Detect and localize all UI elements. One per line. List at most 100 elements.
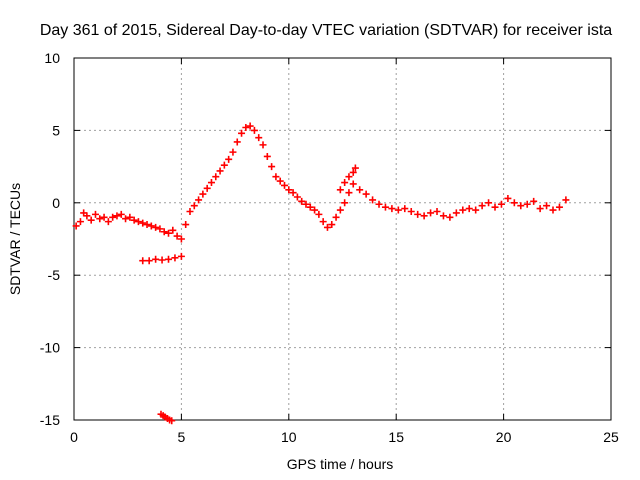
data-point — [246, 122, 254, 130]
series-sdtvar-4-2 — [157, 410, 176, 425]
data-point — [268, 163, 276, 171]
data-point — [452, 209, 460, 217]
y-tick-label: -15 — [40, 412, 60, 428]
data-point — [122, 215, 130, 223]
data-point — [485, 199, 493, 207]
data-point — [478, 202, 486, 210]
x-axis-label: GPS time / hours — [287, 456, 394, 472]
data-point — [233, 138, 241, 146]
data-point — [536, 205, 544, 213]
data-point — [306, 203, 314, 211]
data-point — [156, 225, 164, 233]
data-point — [341, 199, 349, 207]
data-point — [281, 181, 289, 189]
data-point — [104, 218, 112, 226]
data-point — [504, 194, 512, 202]
data-point — [420, 212, 428, 220]
data-point — [259, 141, 267, 149]
y-axis-label: SDTVAR / TECUs — [7, 183, 23, 295]
data-point — [543, 202, 551, 210]
data-point — [263, 152, 271, 160]
data-point — [446, 213, 454, 221]
data-point — [100, 213, 108, 221]
data-point — [332, 213, 340, 221]
data-point — [272, 173, 280, 181]
data-point — [472, 206, 480, 214]
plot-area-frame — [73, 57, 612, 421]
data-point — [109, 213, 117, 221]
data-point — [212, 173, 220, 181]
data-point — [171, 254, 179, 262]
series-sdtvar-12-7 — [336, 164, 359, 194]
data-point — [182, 221, 190, 229]
data-point — [375, 200, 383, 208]
y-tick-label: -5 — [48, 267, 61, 283]
data-point — [242, 124, 250, 132]
data-point — [285, 186, 293, 194]
data-point — [91, 210, 99, 218]
data-point — [229, 148, 237, 156]
data-point — [165, 255, 173, 263]
data-point — [555, 203, 563, 211]
x-tick-label: 20 — [496, 429, 512, 445]
chart-title: Day 361 of 2015, Sidereal Day-to-day VTE… — [40, 22, 612, 39]
data-point — [439, 212, 447, 220]
data-point — [160, 228, 168, 236]
data-point — [362, 190, 370, 198]
data-point — [356, 186, 364, 194]
data-point — [250, 126, 258, 134]
data-point — [177, 252, 185, 260]
data-point — [225, 155, 233, 163]
data-point — [369, 196, 377, 204]
data-point — [143, 221, 151, 229]
data-point — [293, 193, 301, 201]
x-tick-label: 10 — [281, 429, 297, 445]
data-point — [345, 173, 353, 181]
x-tick-label: 0 — [70, 429, 78, 445]
data-point — [302, 200, 310, 208]
data-point — [459, 206, 467, 214]
data-point — [152, 255, 160, 263]
data-point — [427, 209, 435, 217]
y-tick-label: 0 — [52, 195, 60, 211]
data-point — [216, 167, 224, 175]
data-point — [562, 196, 570, 204]
data-point — [349, 168, 357, 176]
y-tick-label: 5 — [52, 122, 60, 138]
data-point — [147, 222, 155, 230]
data-point — [113, 212, 121, 220]
data-point — [530, 197, 538, 205]
data-point — [238, 129, 246, 137]
x-tick-label: 25 — [603, 429, 619, 445]
data-point — [139, 257, 147, 265]
data-point — [341, 179, 349, 187]
data-point — [315, 210, 323, 218]
data-point — [130, 216, 138, 224]
data-point — [311, 206, 319, 214]
axis-ticks: 0 5 10 15 20 25 -15 -10 -5 0 5 10 — [40, 50, 619, 445]
data-point — [169, 226, 177, 234]
data-point — [381, 203, 389, 211]
data-point — [433, 207, 441, 215]
data-point — [491, 203, 499, 211]
data-point — [276, 177, 284, 185]
x-tick-label: 15 — [388, 429, 404, 445]
data-point — [158, 256, 166, 264]
data-point — [168, 417, 176, 425]
series-sdtvar — [72, 122, 570, 243]
data-point — [117, 210, 125, 218]
data-point — [152, 223, 160, 231]
data-point — [517, 202, 525, 210]
data-point — [319, 218, 327, 226]
data-point — [407, 207, 415, 215]
data-point — [414, 210, 422, 218]
data-point — [177, 235, 185, 243]
data-point — [76, 218, 84, 226]
data-point — [165, 229, 173, 237]
data-points-layer — [72, 122, 570, 425]
data-point — [549, 206, 557, 214]
data-point — [190, 202, 198, 210]
data-point — [510, 199, 518, 207]
data-point — [336, 186, 344, 194]
